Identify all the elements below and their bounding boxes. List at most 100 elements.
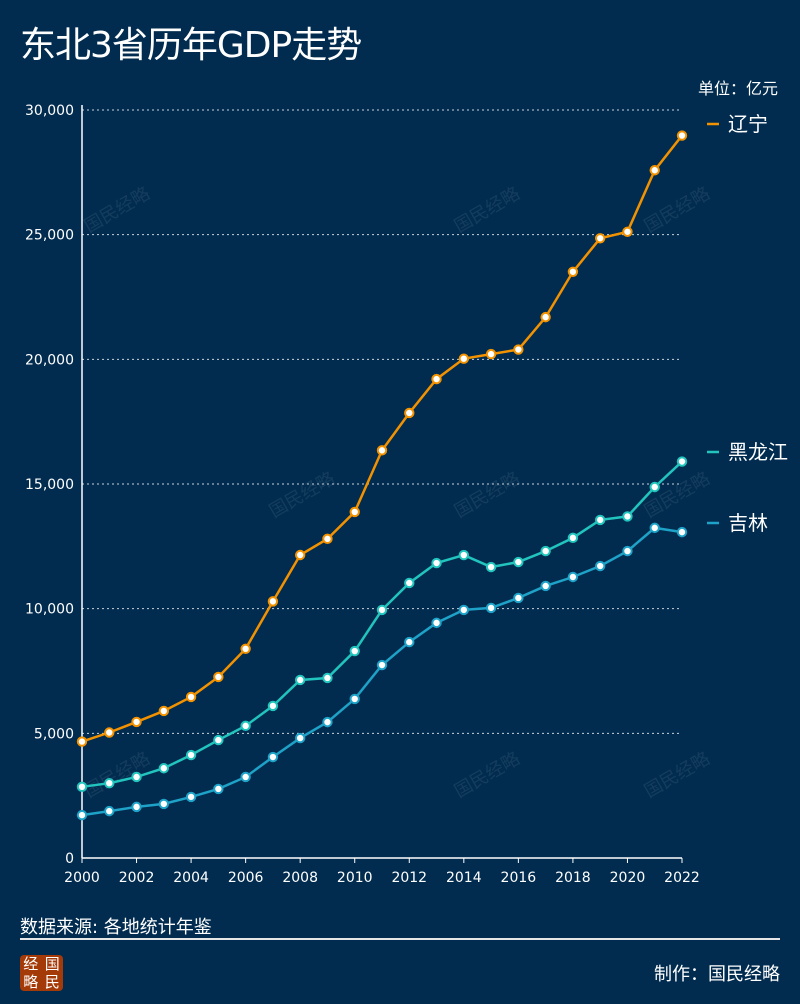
y-tick-label: 15,000 (25, 477, 74, 493)
x-tick-label: 2018 (555, 870, 591, 886)
data-point (267, 596, 279, 607)
x-tick-label: 2000 (64, 870, 100, 886)
watermark: 国民经略 (641, 468, 714, 522)
watermark: 国民经略 (81, 183, 154, 237)
data-point (513, 344, 524, 355)
data-point (349, 645, 360, 657)
data-point (594, 233, 606, 244)
data-point (376, 604, 388, 616)
x-tick-label: 2012 (391, 870, 427, 886)
data-point (158, 798, 170, 810)
x-tick-label: 2014 (446, 870, 482, 886)
data-point (649, 165, 660, 176)
data-point (485, 602, 497, 614)
x-tick-label: 2006 (228, 870, 264, 886)
data-point (240, 771, 251, 783)
data-point (649, 522, 660, 534)
data-point (185, 791, 197, 803)
data-point (349, 506, 360, 518)
data-point (676, 456, 688, 467)
data-point (185, 691, 197, 703)
x-tick-label: 2022 (664, 870, 700, 886)
series-line (81, 526, 683, 817)
data-point (76, 736, 88, 747)
data-point (131, 771, 142, 783)
watermark: 国民经略 (451, 468, 524, 522)
x-tick-label: 2010 (337, 870, 373, 886)
data-point (376, 659, 388, 671)
data-point (594, 560, 606, 572)
watermark: 国民经略 (451, 748, 524, 802)
data-point (131, 716, 142, 728)
data-point (158, 763, 170, 774)
data-point (676, 130, 688, 141)
data-point (431, 557, 442, 569)
y-tick-label: 0 (65, 851, 74, 867)
source-note: 数据来源: 各地统计年鉴 (20, 917, 212, 938)
data-point (431, 617, 442, 629)
data-point (267, 700, 279, 712)
data-point (131, 801, 142, 813)
data-point (622, 545, 633, 557)
data-point (322, 716, 333, 728)
y-tick-label: 20,000 (25, 352, 74, 368)
data-point (622, 511, 633, 522)
data-point (404, 636, 415, 648)
data-point (540, 580, 551, 592)
data-point (649, 481, 660, 493)
data-point (104, 778, 115, 789)
watermark: 国民经略 (451, 183, 524, 237)
legend-label: 黑龙江 (728, 440, 788, 464)
data-point (458, 353, 470, 364)
data-point (104, 727, 115, 738)
data-point (240, 720, 251, 732)
page-title: 东北3省历年GDP走势 (20, 25, 362, 66)
data-point (485, 348, 497, 360)
data-point (376, 445, 388, 456)
data-point (404, 407, 415, 419)
data-point (158, 705, 170, 717)
data-point (213, 783, 224, 795)
legend-label: 辽宁 (728, 112, 768, 136)
logo: 经 国 略 民 (20, 955, 63, 991)
data-point (485, 561, 497, 573)
data-point (513, 592, 524, 604)
data-point (294, 549, 306, 561)
data-point (213, 734, 224, 746)
data-point (676, 526, 688, 538)
series-line (81, 134, 683, 743)
data-point (322, 672, 333, 684)
x-tick-label: 2020 (610, 870, 646, 886)
y-tick-label: 30,000 (25, 103, 74, 119)
data-point (294, 732, 306, 744)
y-tick-label: 25,000 (25, 228, 74, 244)
x-tick-label: 2008 (282, 870, 318, 886)
data-point (267, 751, 279, 763)
data-point (567, 532, 579, 544)
data-point (513, 556, 524, 568)
data-point (240, 643, 251, 655)
watermark: 国民经略 (641, 183, 714, 237)
data-point (431, 373, 442, 385)
data-point (458, 604, 470, 616)
unit-label: 单位：亿元 (697, 79, 778, 98)
watermark: 国民经略 (641, 748, 714, 802)
data-point (404, 577, 415, 589)
data-point (104, 805, 115, 817)
data-point (76, 781, 88, 793)
data-point (567, 571, 579, 583)
data-point (540, 311, 551, 323)
series-line (81, 460, 683, 789)
x-tick-label: 2004 (173, 870, 209, 886)
data-point (185, 749, 197, 761)
data-point (540, 545, 551, 557)
data-point (213, 671, 224, 683)
data-point (458, 549, 470, 561)
x-tick-label: 2016 (501, 870, 537, 886)
data-point (76, 809, 88, 821)
divider (20, 938, 780, 940)
data-point (294, 674, 306, 686)
x-tick-label: 2002 (119, 870, 155, 886)
watermark: 国民经略 (266, 468, 339, 522)
